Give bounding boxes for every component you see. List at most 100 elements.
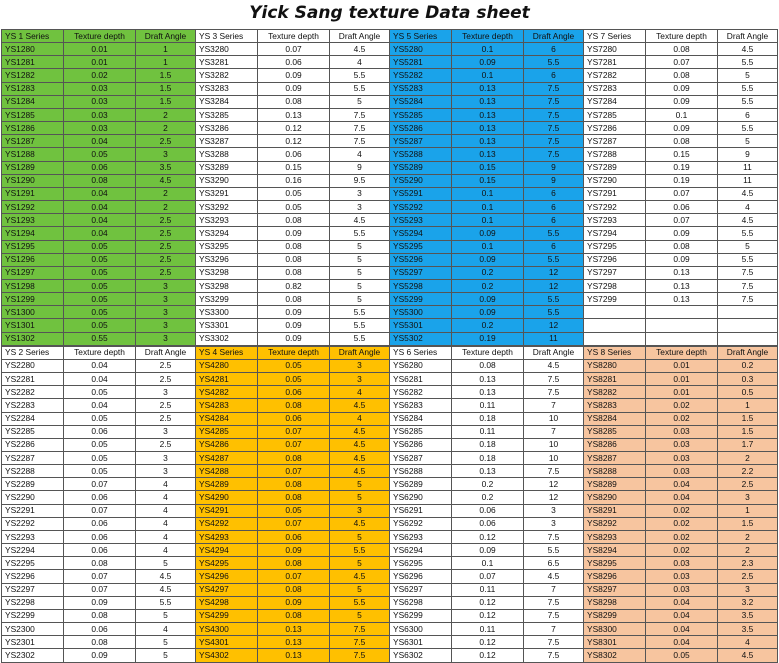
- table-row: YS4302 0.13 7.5: [195, 648, 390, 663]
- draft-angle-cell: [717, 318, 778, 333]
- texture-depth-cell: 0.05: [645, 648, 718, 663]
- texture-code-cell: YS8285: [583, 424, 646, 439]
- texture-code-cell: YS8289: [583, 477, 646, 492]
- table-row: YS6297 0.11 7: [389, 582, 584, 597]
- draft-angle-cell: 7.5: [523, 81, 584, 96]
- texture-code-cell: YS6292: [389, 516, 452, 531]
- draft-angle-cell: 7.5: [523, 385, 584, 400]
- texture-depth-header: Texture depth: [645, 345, 718, 360]
- table-row: YS3298 0.82 5: [195, 278, 390, 294]
- texture-depth-cell: 0.05: [63, 385, 136, 400]
- draft-angle-cell: 0.3: [717, 372, 778, 387]
- table-row: YS8282 0.01 0.5: [583, 385, 778, 400]
- texture-depth-cell: 0.05: [63, 265, 136, 280]
- texture-depth-cell: 0.13: [451, 107, 524, 123]
- table-row: YS4291 0.05 3: [195, 503, 390, 518]
- table-row: YS8293 0.02 2: [583, 529, 778, 545]
- draft-angle-cell: 12: [523, 278, 584, 294]
- texture-code-cell: YS2300: [1, 622, 64, 637]
- texture-code-cell: YS6285: [389, 424, 452, 439]
- draft-angle-cell: 2: [717, 450, 778, 466]
- table-row: YS3284 0.08 5: [195, 94, 390, 109]
- texture-depth-cell: 0.11: [451, 582, 524, 597]
- draft-angle-cell: 1: [135, 42, 196, 57]
- draft-angle-cell: 4.5: [329, 437, 390, 453]
- texture-depth-cell: 0.13: [645, 292, 718, 307]
- texture-depth-cell: 0.2: [451, 477, 524, 492]
- table-row: YS5300 0.09 5.5: [389, 305, 584, 320]
- texture-depth-cell: 0.03: [645, 437, 718, 453]
- texture-code-cell: YS5293: [389, 213, 452, 228]
- texture-code-cell: YS8295: [583, 556, 646, 571]
- texture-depth-cell: 0.19: [645, 173, 718, 188]
- table-row: YS1288 0.05 3: [1, 147, 196, 162]
- texture-depth-cell: 0.2: [451, 318, 524, 333]
- texture-code-cell: YS7281: [583, 55, 646, 70]
- table-row: YS2285 0.06 3: [1, 424, 196, 439]
- texture-code-cell: YS4292: [195, 516, 258, 531]
- texture-depth-cell: 0.08: [257, 292, 330, 307]
- texture-depth-cell: 0.19: [451, 331, 524, 346]
- draft-angle-cell: 7.5: [523, 372, 584, 387]
- texture-depth-cell: 0.13: [257, 107, 330, 123]
- texture-depth-cell: 0.04: [645, 477, 718, 492]
- texture-depth-cell: 0.12: [451, 635, 524, 650]
- texture-code-cell: YS7291: [583, 186, 646, 202]
- table-row: YS5283 0.13 7.5: [389, 81, 584, 96]
- table-row: YS7295 0.08 5: [583, 239, 778, 254]
- texture-code-cell: YS3286: [195, 121, 258, 136]
- texture-depth-cell: 0.08: [257, 239, 330, 254]
- texture-depth-header: Texture depth: [63, 28, 136, 44]
- texture-code-cell: YS1299: [1, 292, 64, 307]
- series-header: YS 8 Series: [583, 345, 646, 360]
- draft-angle-header: Draft Angle: [523, 345, 584, 360]
- table-row: YS4285 0.07 4.5: [195, 424, 390, 439]
- table-row: YS8288 0.03 2.2: [583, 464, 778, 479]
- series-header: YS 6 Series: [389, 345, 452, 360]
- draft-angle-cell: 3.5: [717, 622, 778, 637]
- texture-depth-cell: 0.08: [63, 173, 136, 188]
- table-row: YS5292 0.1 6: [389, 200, 584, 215]
- texture-code-cell: YS5282: [389, 68, 452, 83]
- texture-code-cell: YS5287: [389, 134, 452, 149]
- draft-angle-cell: 5: [329, 239, 390, 254]
- draft-angle-cell: 4: [329, 147, 390, 162]
- texture-code-cell: YS2291: [1, 503, 64, 518]
- table-row: YS6302 0.12 7.5: [389, 648, 584, 663]
- texture-depth-cell: 0.04: [645, 595, 718, 610]
- texture-code-cell: [583, 331, 646, 346]
- table-row: YS7297 0.13 7.5: [583, 265, 778, 280]
- series-table: YS 1 Series Texture depth Draft Angle YS128…: [1, 28, 196, 346]
- draft-angle-cell: 6: [523, 213, 584, 228]
- texture-depth-cell: 0.06: [451, 503, 524, 518]
- draft-angle-cell: 5.5: [329, 305, 390, 320]
- texture-depth-cell: 0.08: [257, 582, 330, 597]
- texture-depth-cell: 0.03: [645, 450, 718, 466]
- texture-depth-cell: [645, 318, 718, 333]
- texture-depth-cell: 0.05: [63, 147, 136, 162]
- table-row: YS7287 0.08 5: [583, 134, 778, 149]
- table-row: YS2286 0.05 2.5: [1, 437, 196, 453]
- texture-code-cell: YS7299: [583, 292, 646, 307]
- texture-depth-cell: 0.09: [451, 292, 524, 307]
- texture-depth-cell: 0.09: [257, 543, 330, 558]
- series-header: YS 1 Series: [1, 28, 64, 44]
- texture-depth-cell: 0.03: [63, 107, 136, 123]
- table-header-row: YS 1 Series Texture depth Draft Angle: [1, 28, 196, 44]
- texture-code-cell: YS3280: [195, 42, 258, 57]
- series-header: YS 5 Series: [389, 28, 452, 44]
- texture-code-cell: YS3298: [195, 278, 258, 294]
- table-row: YS3290 0.16 9.5: [195, 173, 390, 188]
- table-row: YS6300 0.11 7: [389, 622, 584, 637]
- table-row: YS6296 0.07 4.5: [389, 569, 584, 584]
- texture-depth-cell: [645, 331, 718, 346]
- draft-angle-cell: 7.5: [523, 595, 584, 610]
- table-row: YS5281 0.09 5.5: [389, 55, 584, 70]
- texture-depth-cell: 0.07: [63, 569, 136, 584]
- table-row: YS2292 0.06 4: [1, 516, 196, 531]
- texture-depth-cell: 0.03: [63, 121, 136, 136]
- draft-angle-cell: 4.5: [329, 516, 390, 531]
- texture-code-cell: YS4302: [195, 648, 258, 663]
- texture-code-cell: YS8287: [583, 450, 646, 466]
- draft-angle-cell: 7.5: [717, 292, 778, 307]
